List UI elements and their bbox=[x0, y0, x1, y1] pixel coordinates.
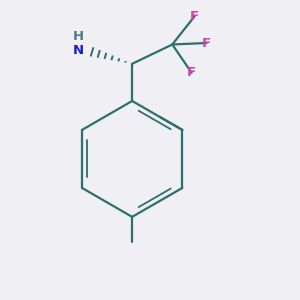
Text: N: N bbox=[73, 44, 84, 57]
Text: F: F bbox=[190, 10, 199, 23]
Text: F: F bbox=[202, 37, 211, 50]
Text: F: F bbox=[187, 66, 196, 79]
Text: H: H bbox=[73, 30, 84, 43]
